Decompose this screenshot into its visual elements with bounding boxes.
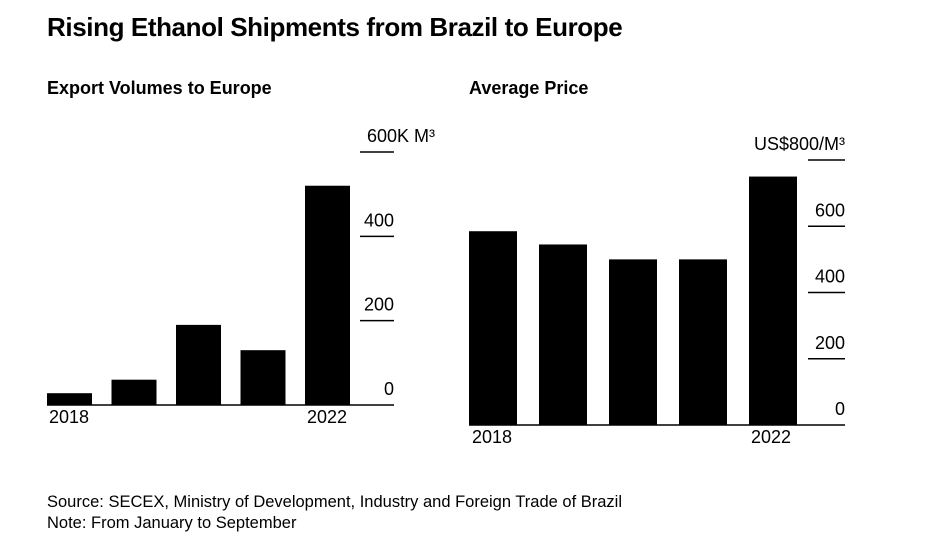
volume-y-tick-label-400: 400 — [364, 210, 394, 230]
volume-y-tick-label-600: 600K M³ — [367, 126, 435, 146]
volume-bar-2021 — [240, 350, 286, 405]
page-title: Rising Ethanol Shipments from Brazil to … — [47, 12, 623, 42]
price-bar-2021 — [679, 259, 727, 425]
volume-bar-2018 — [47, 393, 92, 405]
volume-y-tick-label-200: 200 — [364, 295, 394, 315]
price-y-tick-label-600: 600 — [815, 200, 845, 220]
price-y-tick-label-0: 0 — [835, 399, 845, 419]
price-bar-2019 — [539, 244, 587, 425]
price-y-tick-label-400: 400 — [815, 267, 845, 287]
volume-bar-2019 — [111, 379, 157, 405]
volume-x-tick-label-2022: 2022 — [307, 407, 347, 427]
footnote: Note: From January to September — [47, 514, 297, 532]
chart-title-export-volumes: Export Volumes to Europe — [47, 78, 272, 98]
volume-bar-2022 — [305, 185, 350, 405]
chart-title-average-price: Average Price — [469, 78, 589, 98]
price-y-tick-label-200: 200 — [815, 333, 845, 353]
price-x-tick-label-2018: 2018 — [472, 427, 512, 447]
price-x-tick-label-2022: 2022 — [751, 427, 791, 447]
volume-y-tick-label-0: 0 — [384, 379, 394, 399]
price-bar-2022 — [749, 176, 797, 425]
price-y-tick-label-800: US$800/M³ — [754, 134, 845, 154]
volume-x-tick-label-2018: 2018 — [49, 407, 89, 427]
source-note: Source: SECEX, Ministry of Development, … — [47, 493, 623, 511]
volume-bar-2020 — [176, 324, 221, 405]
price-bar-2020 — [609, 259, 657, 425]
price-bar-2018 — [469, 231, 517, 425]
